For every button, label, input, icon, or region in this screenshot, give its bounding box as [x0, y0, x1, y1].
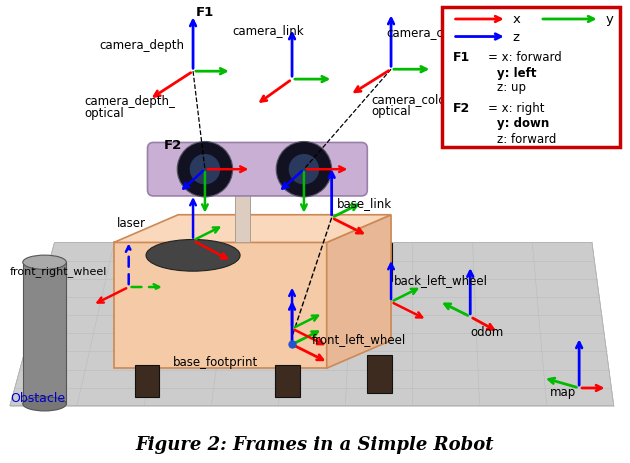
Ellipse shape: [23, 256, 66, 270]
Bar: [135, 365, 159, 397]
Text: camera_depth_: camera_depth_: [84, 95, 175, 108]
Bar: [367, 356, 392, 393]
Text: y: left: y: left: [497, 67, 537, 80]
Text: y: down: y: down: [497, 117, 549, 130]
Polygon shape: [327, 215, 391, 369]
FancyBboxPatch shape: [147, 143, 367, 196]
Text: F2: F2: [163, 138, 181, 151]
Text: base_footprint: base_footprint: [173, 355, 258, 368]
Text: laser: laser: [117, 217, 146, 230]
Polygon shape: [10, 243, 614, 406]
Text: F1: F1: [453, 50, 470, 63]
Text: z: up: z: up: [497, 81, 526, 94]
Ellipse shape: [190, 155, 220, 185]
Ellipse shape: [23, 397, 66, 411]
Bar: [275, 365, 300, 397]
Text: F1: F1: [196, 6, 214, 19]
Polygon shape: [114, 215, 391, 243]
Ellipse shape: [146, 240, 240, 272]
Text: z: forward: z: forward: [497, 132, 557, 145]
Text: optical: optical: [84, 107, 124, 120]
Text: z: z: [512, 31, 519, 44]
Text: Obstacle: Obstacle: [10, 392, 65, 405]
Ellipse shape: [177, 142, 232, 198]
Polygon shape: [23, 263, 66, 404]
Text: y: y: [605, 13, 613, 26]
Text: Figure 2: Frames in a Simple Robot: Figure 2: Frames in a Simple Robot: [135, 436, 495, 453]
Text: = x: right: = x: right: [488, 102, 544, 115]
Text: x: x: [512, 13, 520, 26]
Polygon shape: [114, 243, 327, 369]
Text: map: map: [549, 386, 576, 399]
Text: back_left_wheel: back_left_wheel: [394, 273, 488, 286]
Text: F2: F2: [453, 102, 470, 115]
Text: front_left_wheel: front_left_wheel: [312, 332, 406, 345]
Text: camera_color: camera_color: [386, 26, 466, 39]
Text: camera_color_: camera_color_: [371, 93, 457, 106]
Text: = x: forward: = x: forward: [488, 50, 562, 63]
Ellipse shape: [276, 142, 331, 198]
FancyBboxPatch shape: [442, 7, 620, 148]
Bar: [234, 188, 251, 243]
Text: base_link: base_link: [336, 197, 392, 210]
Text: odom: odom: [470, 325, 503, 338]
Text: camera_depth: camera_depth: [99, 39, 184, 52]
Ellipse shape: [289, 155, 319, 185]
Text: camera_link: camera_link: [232, 24, 304, 37]
Bar: [367, 244, 392, 282]
Text: optical: optical: [371, 105, 411, 118]
Text: front_right_wheel: front_right_wheel: [10, 265, 107, 276]
